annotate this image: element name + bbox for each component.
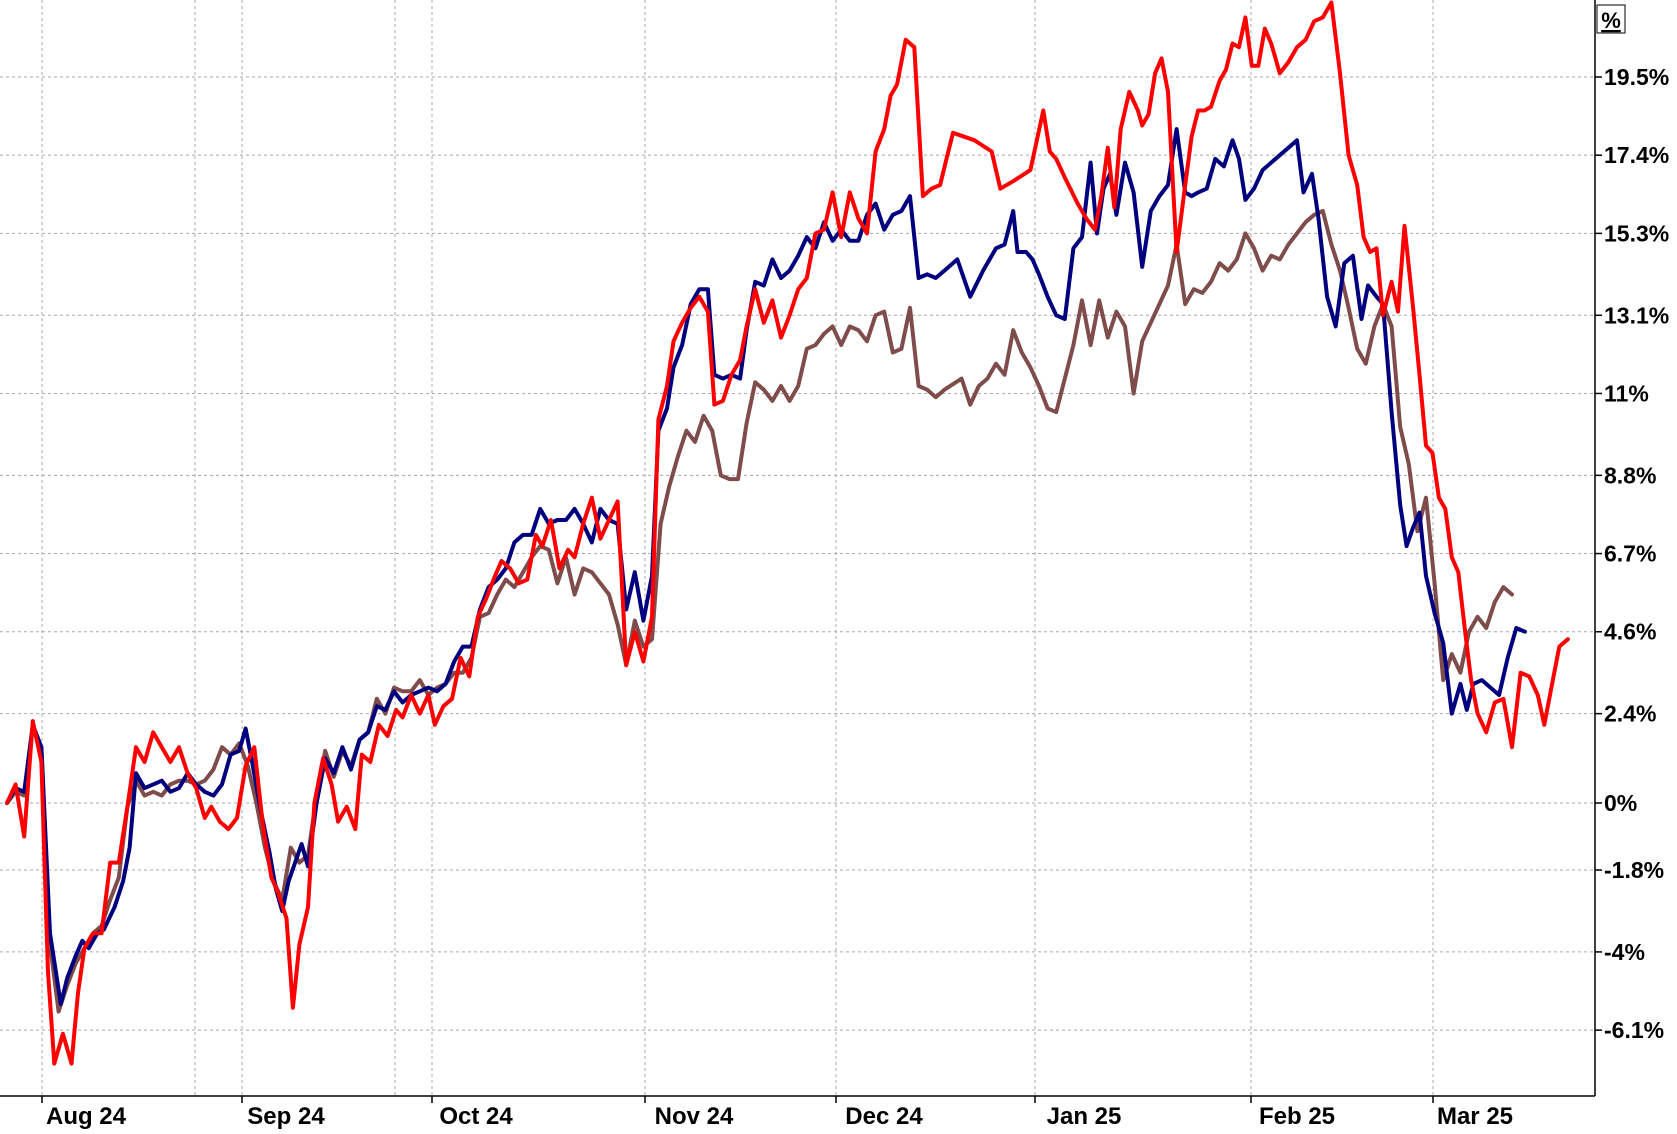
y-tick-label: 11% bbox=[1604, 380, 1649, 406]
y-tick-label: 15.3% bbox=[1604, 220, 1669, 246]
y-tick-label: 17.4% bbox=[1604, 142, 1669, 168]
x-tick-label: Jan 25 bbox=[1047, 1103, 1122, 1129]
y-tick-label: 13.1% bbox=[1604, 302, 1669, 328]
y-tick-label: -4% bbox=[1604, 939, 1645, 965]
x-tick-label: Feb 25 bbox=[1259, 1103, 1335, 1129]
gridlines bbox=[0, 0, 1595, 1096]
series-line-brown bbox=[5, 209, 1514, 1014]
y-tick-label: 0% bbox=[1604, 790, 1637, 816]
x-tick-label: Nov 24 bbox=[655, 1103, 734, 1129]
x-tick-label: Mar 25 bbox=[1437, 1103, 1513, 1129]
x-tick-label: Oct 24 bbox=[439, 1103, 513, 1129]
y-tick-label: -6.1% bbox=[1604, 1017, 1664, 1043]
y-axis-ticks: 19.5% 17.4% 15.3% 13.1% 11% 8.8% 6.7% 4.6% 2.4% 0… bbox=[1595, 64, 1669, 1043]
series-lines bbox=[5, 0, 1570, 1066]
x-tick-label: Sep 24 bbox=[247, 1103, 325, 1129]
y-tick-label: 6.7% bbox=[1604, 541, 1656, 567]
unit-label-box bbox=[1596, 4, 1626, 34]
y-tick-label: 8.8% bbox=[1604, 462, 1656, 488]
x-axis-ticks: Aug 24 Sep 24 Oct 24 Nov 24 Dec 24 Jan 25 Feb … bbox=[41, 1096, 1513, 1130]
y-tick-label: 19.5% bbox=[1604, 64, 1669, 90]
unit-label: % bbox=[1601, 8, 1621, 33]
series-line-red bbox=[5, 0, 1570, 1066]
y-tick-label: -1.8% bbox=[1604, 857, 1664, 883]
y-tick-label: 4.6% bbox=[1604, 619, 1656, 645]
x-tick-label: Dec 24 bbox=[845, 1103, 923, 1129]
y-tick-label: 2.4% bbox=[1604, 701, 1656, 727]
x-tick-label: Aug 24 bbox=[46, 1103, 127, 1129]
